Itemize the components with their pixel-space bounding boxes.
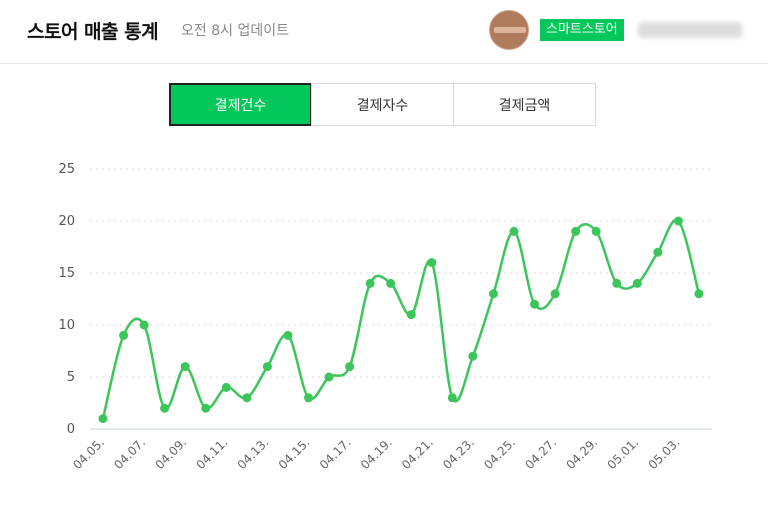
x-tick-label: 04.15. xyxy=(276,435,313,472)
x-tick-label: 04.09. xyxy=(152,435,189,472)
data-point xyxy=(242,393,252,403)
data-point xyxy=(550,289,560,299)
data-point xyxy=(530,299,540,309)
data-point xyxy=(591,226,601,236)
x-tick-label: 04.21. xyxy=(399,435,436,472)
x-tick-label: 04.05. xyxy=(70,435,107,472)
data-point xyxy=(324,372,334,382)
y-tick-label: 5 xyxy=(67,370,75,385)
series-line xyxy=(101,218,701,419)
x-tick-label: 04.25. xyxy=(481,435,518,472)
y-tick-label: 0 xyxy=(67,422,75,437)
x-tick-label: 04.07. xyxy=(111,435,148,472)
data-point xyxy=(488,289,498,299)
data-point xyxy=(283,330,293,340)
payment-count-line-chart: 0 5 10 15 20 25 04.05. 04.07. 04.09. 04.11. 04.13.… xyxy=(58,162,712,472)
data-point xyxy=(509,226,519,236)
data-point xyxy=(345,362,355,372)
x-tick-label: 04.19. xyxy=(358,435,395,472)
data-point xyxy=(119,330,129,340)
data-point xyxy=(612,278,622,288)
x-tick-label: 04.27. xyxy=(522,435,559,472)
data-point xyxy=(468,351,478,361)
tab-payment-amount[interactable]: 결제금액 xyxy=(453,83,596,126)
x-tick-label: 04.17. xyxy=(317,435,354,472)
data-point xyxy=(571,226,581,236)
data-point xyxy=(673,216,683,226)
update-time-label: 오전 8시 업데이트 xyxy=(181,23,289,39)
data-point xyxy=(221,382,231,392)
x-tick-label: 04.29. xyxy=(563,435,600,472)
tab-payment-count[interactable]: 결제건수 xyxy=(169,83,312,126)
data-point xyxy=(365,278,375,288)
data-point xyxy=(632,278,642,288)
header-bar: 스토어 매출 통계 오전 8시 업데이트 스마트스토어 xyxy=(0,0,768,64)
data-point xyxy=(98,414,108,424)
x-tick-label: 05.01. xyxy=(605,435,642,472)
data-point xyxy=(160,403,170,413)
metric-tabs: 결제건수 결제자수 결제금액 xyxy=(169,83,596,126)
y-tick-label: 10 xyxy=(58,318,75,333)
x-tick-label: 04.11. xyxy=(194,435,231,472)
x-tick-label: 04.23. xyxy=(440,435,477,472)
store-logo-icon[interactable] xyxy=(489,10,529,50)
data-point xyxy=(406,310,416,320)
y-tick-label: 25 xyxy=(58,162,75,177)
data-point xyxy=(447,393,457,403)
data-point xyxy=(180,362,190,372)
y-tick-label: 15 xyxy=(58,266,75,281)
store-name-blurred xyxy=(638,22,742,38)
x-tick-label: 04.13. xyxy=(235,435,272,472)
y-tick-label: 20 xyxy=(58,214,75,229)
x-tick-label: 05.03. xyxy=(646,435,683,472)
data-point xyxy=(201,403,211,413)
data-point xyxy=(427,258,437,268)
data-point xyxy=(262,362,272,372)
page-title: 스토어 매출 통계 xyxy=(27,21,159,43)
data-point xyxy=(694,289,704,299)
data-point xyxy=(386,278,396,288)
data-point xyxy=(304,393,313,403)
smartstore-badge: 스마트스토어 xyxy=(540,19,624,41)
data-point xyxy=(653,247,663,257)
data-point xyxy=(139,320,149,330)
tab-payer-count[interactable]: 결제자수 xyxy=(311,83,454,126)
